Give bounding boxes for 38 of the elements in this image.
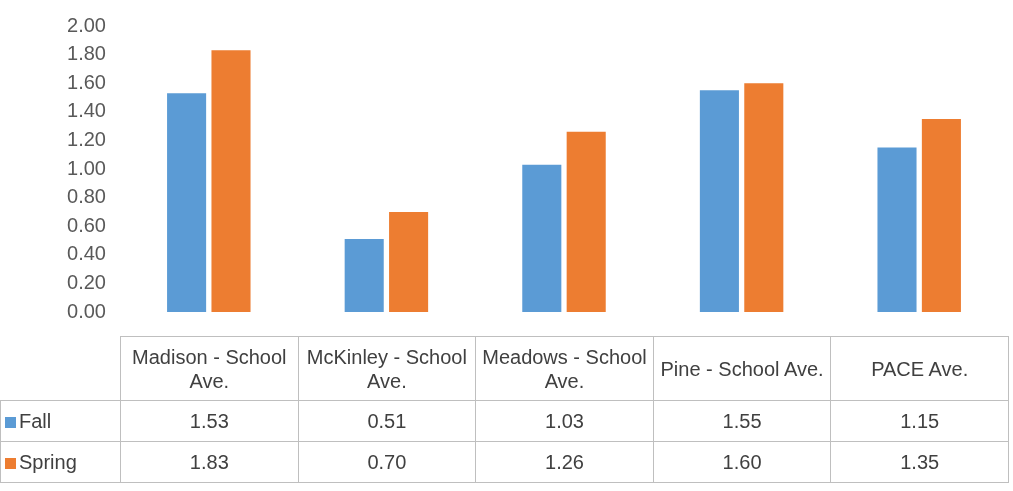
bar [522,164,562,312]
data-label: 0.51 [298,400,476,442]
data-label: 1.15 [830,400,1009,442]
x-tick-label: Meadows - School Ave. [475,336,654,401]
bar [389,211,429,312]
y-tick-label: 2.00 [67,13,106,36]
bar [921,118,961,312]
bar [211,50,251,312]
bar [167,93,207,312]
legend-label: Fall [0,400,121,442]
y-tick-label: 0.40 [67,242,106,265]
bar [699,90,739,312]
y-tick-label: 0.80 [67,185,106,208]
y-tick-label: 1.20 [67,127,106,150]
y-tick-label: 1.60 [67,70,106,93]
data-label: 1.35 [830,441,1009,483]
data-label: 1.83 [120,441,299,483]
y-tick-label: 0.00 [67,299,106,322]
y-tick-label: 0.20 [67,270,106,293]
legend-label: Spring [0,441,121,483]
data-label: 1.03 [475,400,654,442]
x-tick-label: PACE Ave. [830,336,1009,401]
y-tick-label: 1.00 [67,156,106,179]
x-tick-label: Madison - School Ave. [120,336,299,401]
y-tick-label: 1.80 [67,42,106,65]
bar [344,239,384,312]
data-label: 1.60 [653,441,831,483]
bar [877,147,917,312]
x-tick-label: McKinley - School Ave. [298,336,476,401]
y-tick-label: 1.40 [67,99,106,122]
bar [566,131,606,312]
data-label: 1.55 [653,400,831,442]
y-tick-label: 0.60 [67,213,106,236]
data-label: 1.53 [120,400,299,442]
bar [744,83,784,312]
x-tick-label: Pine - School Ave. [653,336,831,401]
data-label: 0.70 [298,441,476,483]
data-label: 1.26 [475,441,654,483]
